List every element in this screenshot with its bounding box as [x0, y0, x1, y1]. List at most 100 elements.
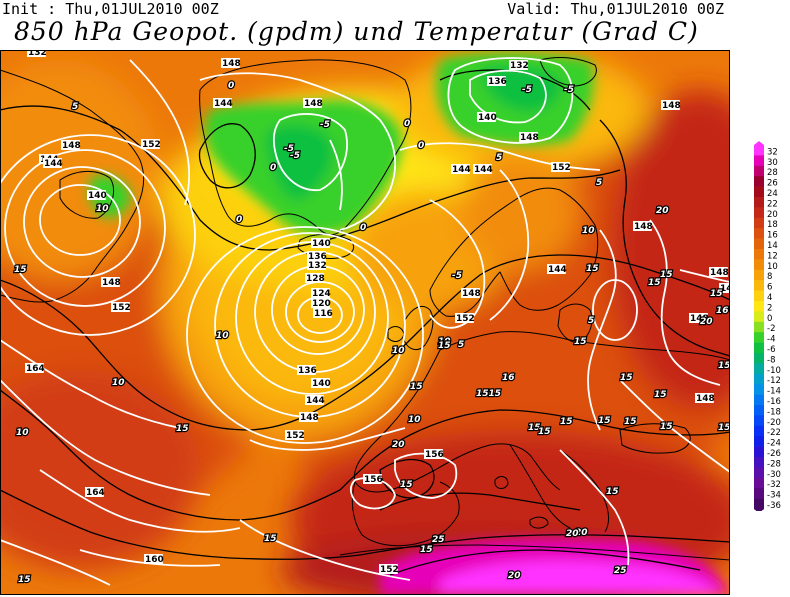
- geopotential-label: 148: [520, 133, 539, 143]
- geopotential-label: 132: [308, 261, 327, 271]
- geopotential-label-bg: [85, 487, 104, 497]
- hot-air-pool: [380, 538, 730, 595]
- legend-tick-label: 22: [767, 199, 778, 209]
- geopotential-label: 148: [462, 289, 481, 299]
- legend-tick-label: -24: [767, 439, 781, 449]
- legend-color-swatch: [754, 186, 764, 198]
- weather-map: 1321481441481361321401481441481521441401…: [0, 50, 730, 595]
- legend-color-swatch: [754, 290, 764, 302]
- legend-tick-label: 10: [767, 262, 778, 272]
- legend-tick-label: 2: [767, 303, 772, 313]
- legend-color-swatch: [754, 321, 764, 333]
- geopotential-label-bg: [311, 298, 330, 308]
- legend-color-swatch: [754, 269, 764, 281]
- geopotential-label-bg: [424, 449, 443, 459]
- temperature-label: 0: [236, 215, 242, 225]
- temperature-label: 20: [392, 440, 405, 450]
- geopotential-label: 148: [300, 413, 319, 423]
- legend-tick-label: -26: [767, 449, 781, 459]
- temperature-label: 20: [566, 529, 579, 539]
- temperature-label: 15: [718, 423, 730, 433]
- geopotential-label-bg: [547, 264, 566, 274]
- valid-time-label: Valid: Thu,01JUL2010 00Z: [507, 0, 724, 18]
- temperature-label: 15: [438, 341, 451, 351]
- geopotential-label-bg: [379, 564, 398, 574]
- legend-color-swatch: [754, 301, 764, 312]
- legend-color-swatch: [754, 332, 764, 343]
- legend-tick-label: -36: [767, 501, 781, 511]
- geopotential-label: 148: [62, 141, 81, 151]
- legend-color-swatch: [754, 394, 764, 406]
- temperature-label: 5: [588, 316, 594, 326]
- geopotential-label-bg: [719, 283, 730, 293]
- map-title: 850 hPa Geopot. (gpdm) und Temperatur (G…: [14, 17, 699, 46]
- geopotential-label-bg: [101, 277, 120, 287]
- temperature-label: 15: [624, 417, 637, 427]
- temperature-label: 0: [404, 119, 410, 129]
- legend-color-swatch: [754, 176, 764, 187]
- temperature-label: 15: [718, 361, 730, 371]
- geopotential-label-bg: [297, 365, 316, 375]
- geopotential-label-bg: [363, 474, 382, 484]
- legend-tick-label: -8: [767, 355, 775, 365]
- legend-color-swatch: [754, 238, 764, 250]
- geopotential-label: 132: [510, 61, 529, 71]
- legend-ticks: 32302826242220181614121086420-2-4-6-8-10…: [767, 147, 781, 511]
- temperature-label: 15: [176, 424, 189, 434]
- geopotential-label-bg: [141, 139, 160, 149]
- temperature-label: 10: [216, 331, 229, 341]
- legend-tick-label: -4: [767, 335, 775, 345]
- temperature-label: 25: [432, 535, 445, 545]
- legend-color-swatch: [754, 405, 764, 416]
- temperature-label: 10: [408, 415, 421, 425]
- geopotential-label: 136: [488, 77, 507, 87]
- temperature-label: 0: [360, 223, 366, 233]
- geopotential-label-bg: [285, 430, 304, 440]
- legend-tick-label: -16: [767, 397, 781, 407]
- temperature-label: 15: [264, 534, 277, 544]
- geopotential-label: 152: [552, 163, 571, 173]
- legend-tick-label: 4: [767, 293, 772, 303]
- geopotential-label: 148: [720, 284, 730, 294]
- geopotential-label-bg: [551, 162, 570, 172]
- geopotential-label: 148: [710, 268, 729, 278]
- temperature-label: 0: [418, 141, 424, 151]
- geopotential-label: 152: [456, 314, 475, 324]
- geopotential-label-bg: [307, 260, 326, 270]
- geopotential-label: 148: [304, 99, 323, 109]
- temperature-label: 15: [18, 575, 31, 585]
- geopotential-label: 144: [44, 159, 63, 169]
- legend-color-swatch: [754, 373, 764, 385]
- legend-color-swatch: [754, 353, 764, 364]
- temperature-label: 16: [716, 306, 729, 316]
- legend-color-swatch: [754, 155, 764, 167]
- temperature-label: -5: [284, 144, 294, 154]
- legend-color-swatch: [754, 457, 764, 468]
- temperature-label: 20: [575, 528, 588, 538]
- legend-color-swatch: [754, 217, 764, 229]
- legend-tick-label: 20: [767, 210, 778, 220]
- geopotential-label: 140: [88, 191, 107, 201]
- geopotential-label-bg: [307, 251, 326, 261]
- legend-tick-label: 24: [767, 189, 778, 199]
- geopotential-label: 156: [364, 475, 383, 485]
- geopotential-label-bg: [689, 313, 708, 323]
- geopotential-label: 120: [312, 299, 331, 309]
- geopotential-label: 148: [222, 59, 241, 69]
- temperature-label: 10: [392, 346, 405, 356]
- cold-air-pools: [88, 52, 594, 235]
- geopotential-label: 164: [26, 364, 45, 374]
- geopotential-label-bg: [221, 58, 240, 68]
- geopotential-label: 140: [478, 113, 497, 123]
- legend-tick-label: 16: [767, 231, 778, 241]
- geopotential-label: 160: [145, 555, 164, 565]
- temperature-label: 10: [582, 226, 595, 236]
- geopotential-label-bg: [305, 273, 324, 283]
- legend-color-swatch: [754, 197, 764, 208]
- geopotential-label-bg: [695, 393, 714, 403]
- legend-tick-label: 30: [767, 158, 778, 168]
- geopotential-label-bg: [303, 98, 322, 108]
- legend-color-swatch: [754, 259, 764, 271]
- legend-color-swatch: [754, 446, 764, 458]
- geopotential-label: 144: [306, 396, 325, 406]
